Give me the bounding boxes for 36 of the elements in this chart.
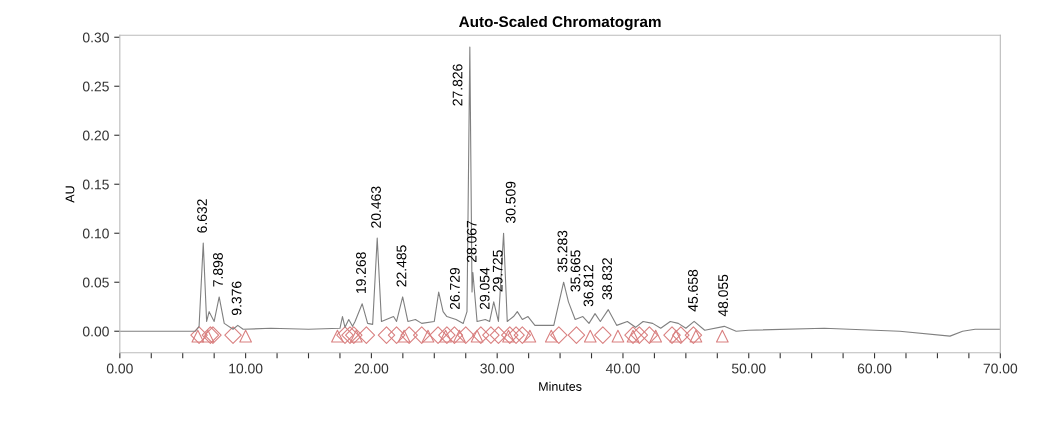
annotation: 26.729 xyxy=(449,267,460,310)
x-axis-title: Minutes xyxy=(539,381,582,391)
annotation: 19.268 xyxy=(356,252,366,294)
annotation: 29.725 xyxy=(492,250,503,292)
y-tick-label: 0.10 xyxy=(82,228,109,239)
annotation: 35.665 xyxy=(570,250,581,292)
annotation: 35.283 xyxy=(557,230,568,272)
x-tick-label: 0.00 xyxy=(106,363,133,374)
y-tick-label: 0.25 xyxy=(82,81,109,92)
y-axis-title: AU xyxy=(65,186,75,203)
annotation: 20.463 xyxy=(371,186,381,228)
y-tick-label: 0.05 xyxy=(82,277,109,288)
annotation: 45.658 xyxy=(688,269,698,312)
y-tick-label: 0.15 xyxy=(82,179,109,190)
x-tick-label: 50.00 xyxy=(731,363,766,374)
annotation: 28.067 xyxy=(466,220,477,263)
annotation: 22.485 xyxy=(396,245,407,287)
x-tick-label: 60.00 xyxy=(857,363,892,374)
annotation: 6.632 xyxy=(197,199,207,233)
x-tick-label: 10.00 xyxy=(229,363,263,374)
annotation: 30.509 xyxy=(505,181,516,223)
annotation: 48.055 xyxy=(718,274,729,317)
annotation: 38.832 xyxy=(602,258,612,300)
chart-title: Auto-Scaled Chromatogram xyxy=(459,15,661,31)
x-tick-label: 20.00 xyxy=(354,363,389,374)
annotation: 36.812 xyxy=(583,265,594,307)
x-tick-label: 40.00 xyxy=(605,363,640,374)
y-tick-label: 0.20 xyxy=(82,130,109,141)
y-tick-label: 0.30 xyxy=(82,32,109,43)
x-tick-label: 30.00 xyxy=(480,363,515,374)
y-tick-label: 0.00 xyxy=(82,326,109,337)
annotation: 7.898 xyxy=(213,253,223,287)
annotation: 27.826 xyxy=(452,64,463,106)
annotation: 9.376 xyxy=(231,281,242,315)
annotation: 29.054 xyxy=(479,267,490,310)
x-tick-label: 70.00 xyxy=(983,363,1018,374)
